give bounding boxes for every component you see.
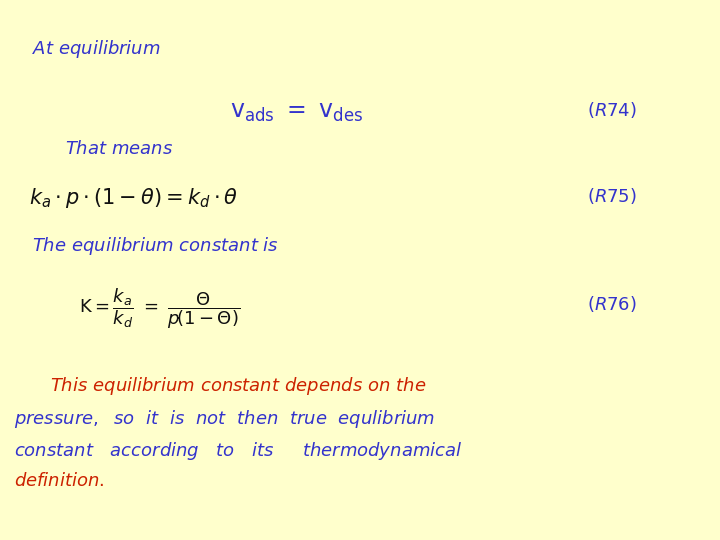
Text: $(R74)$: $(R74)$ bbox=[587, 100, 636, 120]
Text: $\mathit{pressure,\ \ so\ \ it\ \ is\ \ not\ \ then\ \ true\ \ equlibrium}$: $\mathit{pressure,\ \ so\ \ it\ \ is\ \ … bbox=[14, 408, 436, 430]
Text: $(R75)$: $(R75)$ bbox=[587, 186, 636, 206]
Text: $\mathit{This\ equilibrium\ constant\ depends\ on\ the}$: $\mathit{This\ equilibrium\ constant\ de… bbox=[50, 375, 427, 397]
Text: $\mathit{constant\ \ \ according\ \ \ to\ \ \ its\ \ \ \ \ thermodynamical}$: $\mathit{constant\ \ \ according\ \ \ to… bbox=[14, 440, 463, 462]
Text: $k_a \cdot p \cdot \left(1-\theta\right) = k_d \cdot \theta$: $k_a \cdot p \cdot \left(1-\theta\right)… bbox=[29, 186, 238, 210]
Text: $\mathit{The\ equilibrium\ constant\ is}$: $\mathit{The\ equilibrium\ constant\ is}… bbox=[32, 235, 279, 257]
Text: $\mathit{definition.}$: $\mathit{definition.}$ bbox=[14, 472, 105, 490]
Text: $\mathrm{v_{ads}\ =\ v_{des}}$: $\mathrm{v_{ads}\ =\ v_{des}}$ bbox=[230, 100, 364, 124]
Text: $(R76)$: $(R76)$ bbox=[587, 294, 636, 314]
Text: $\mathrm{K} = \dfrac{k_a}{k_d}\ =\ \dfrac{\Theta}{p\!\left(1-\Theta\right)}$: $\mathrm{K} = \dfrac{k_a}{k_d}\ =\ \dfra… bbox=[79, 286, 240, 331]
Text: $\mathit{At\ equilibrium}$: $\mathit{At\ equilibrium}$ bbox=[32, 38, 161, 60]
Text: $\mathit{That\ means}$: $\mathit{That\ means}$ bbox=[65, 140, 174, 158]
